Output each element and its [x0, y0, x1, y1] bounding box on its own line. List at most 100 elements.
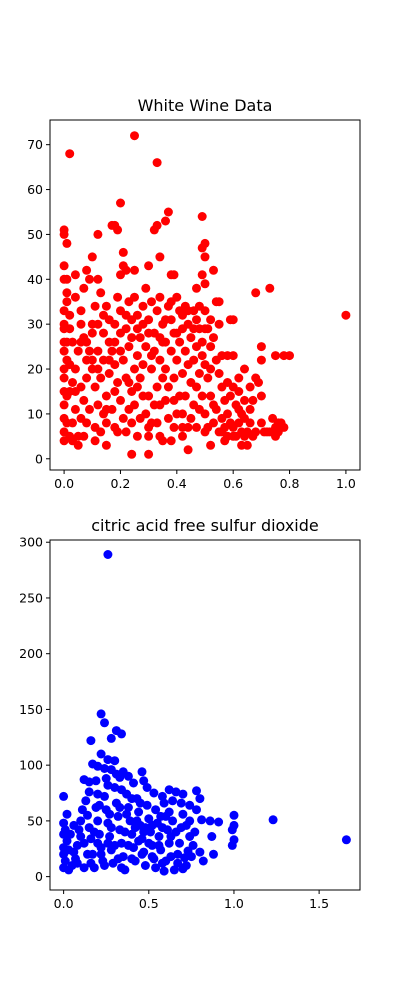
data-point [116, 198, 125, 208]
x-tick-label: 0.6 [223, 476, 243, 491]
y-tick-label: 300 [19, 535, 43, 550]
data-point [192, 786, 201, 796]
data-point [164, 785, 174, 795]
data-point [59, 373, 69, 383]
y-axis-ticks: 0 50 100 150 200 250 300 [19, 535, 50, 884]
data-point [178, 409, 187, 419]
data-point [65, 829, 75, 839]
data-point [268, 815, 278, 825]
x-tick-label: 0.4 [167, 476, 187, 491]
data-point [147, 364, 156, 374]
data-point [176, 823, 186, 833]
data-point [285, 351, 294, 361]
data-point [91, 776, 101, 786]
data-point [87, 319, 97, 329]
data-point [227, 825, 237, 835]
data-point [123, 771, 133, 781]
data-point [240, 395, 249, 405]
data-point [65, 324, 75, 334]
data-point [227, 840, 237, 850]
data-point [240, 431, 249, 441]
x-tick-label: 0.2 [111, 476, 131, 491]
data-point [127, 333, 137, 343]
data-point [83, 849, 92, 859]
data-point [106, 733, 116, 743]
data-point [200, 324, 210, 334]
data-point [166, 832, 176, 841]
data-point [130, 292, 139, 302]
data-point [197, 212, 207, 221]
data-point [194, 369, 204, 378]
data-point [161, 364, 170, 374]
data-point [206, 440, 216, 450]
data-point [130, 131, 139, 141]
data-point [121, 427, 131, 437]
data-point [180, 853, 190, 863]
data-point [197, 270, 207, 280]
data-point [99, 328, 108, 338]
data-point [341, 835, 351, 845]
data-point [192, 422, 201, 432]
data-point [93, 274, 103, 284]
data-point [155, 431, 165, 441]
data-point [82, 355, 92, 365]
data-point [144, 391, 154, 401]
data-point [101, 404, 111, 414]
data-point [242, 440, 252, 450]
scatter-points [59, 131, 351, 459]
data-point [118, 355, 128, 365]
data-point [59, 337, 69, 347]
data-point [141, 283, 151, 293]
data-point [155, 400, 165, 410]
data-point [194, 301, 204, 311]
data-point [178, 369, 187, 378]
data-point [116, 395, 125, 405]
data-point [152, 382, 162, 392]
data-point [59, 387, 69, 396]
data-point [159, 798, 169, 808]
data-point [197, 351, 207, 361]
data-point [85, 274, 94, 284]
data-point [172, 355, 182, 365]
data-point [166, 346, 176, 356]
data-point [183, 445, 193, 455]
data-point [164, 807, 174, 817]
data-point [132, 816, 142, 826]
data-point [214, 297, 224, 307]
data-point [96, 709, 106, 719]
data-point [132, 431, 142, 441]
data-point [113, 292, 123, 302]
data-point [154, 832, 164, 841]
data-point [214, 369, 224, 378]
data-point [144, 814, 154, 824]
data-point [127, 829, 137, 839]
data-point [81, 796, 91, 806]
data-point [117, 785, 126, 795]
data-point [169, 373, 179, 383]
data-point [142, 800, 152, 810]
data-point [279, 422, 289, 432]
data-point [189, 355, 199, 365]
data-point [115, 772, 125, 782]
x-tick-label: 0.5 [139, 896, 159, 911]
data-point [72, 840, 82, 850]
data-point [237, 409, 247, 419]
data-point [87, 328, 97, 338]
data-point [90, 301, 100, 311]
data-point [137, 849, 147, 859]
data-point [82, 373, 92, 383]
y-axis-ticks: 0 10 20 30 40 50 60 70 [27, 137, 50, 466]
data-point [84, 787, 94, 797]
data-point [123, 840, 133, 850]
data-point [59, 229, 69, 239]
data-point [59, 791, 69, 801]
data-point [151, 863, 161, 873]
data-point [209, 265, 218, 275]
data-point [151, 805, 161, 815]
data-point [139, 827, 149, 837]
data-point [116, 328, 125, 338]
y-tick-label: 50 [27, 813, 43, 828]
data-point [110, 840, 120, 850]
data-point [137, 767, 147, 777]
data-point [195, 847, 205, 857]
